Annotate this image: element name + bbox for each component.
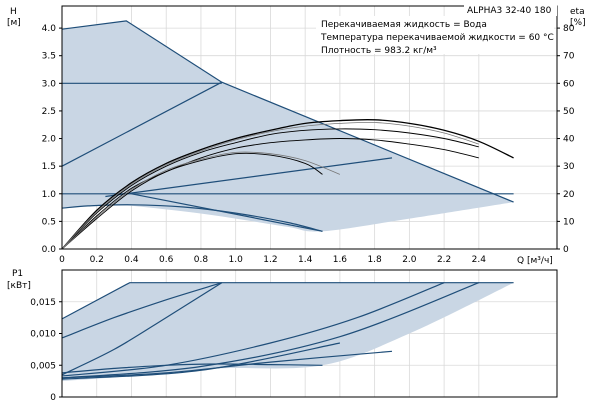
x-tick-label: 0.8 — [194, 255, 209, 265]
power-curve-3 — [61, 282, 445, 377]
upper-left-ticks: 0.0 0.5 1.0 1.5 2.0 2.5 3.0 3.5 4.0 — [42, 24, 62, 255]
left-tick-label: 2.5 — [42, 107, 56, 117]
left-tick-label: 3.5 — [42, 52, 56, 62]
head-curve-0 — [61, 20, 514, 203]
model-label: ALPHA3 32-40 180 — [467, 6, 552, 16]
power-axis-unit: [кВт] — [7, 281, 31, 291]
power-curve-6 — [61, 350, 393, 379]
upper-x-ticks: 0 0.2 0.4 0.6 0.8 1.0 1.2 1.4 1.6 1.8 2.0 2.2 2.4 — [59, 255, 486, 265]
x-tick-label: 0.4 — [124, 255, 139, 265]
efficiency-curve-11 — [61, 121, 479, 250]
x-tick-label: 1.6 — [333, 255, 348, 265]
x-tick-label: 2.4 — [472, 255, 487, 265]
right-tick-label: 30 — [563, 162, 575, 172]
power-axis-label: P1 — [12, 269, 23, 279]
head-curve-6 — [61, 204, 323, 232]
x-tick-label: 2.2 — [437, 255, 451, 265]
right-axis-unit: [%] — [570, 18, 586, 28]
head-curve-4 — [105, 157, 393, 198]
left-tick-label: 2.0 — [42, 135, 57, 145]
left-axis-unit: [м] — [7, 18, 21, 28]
right-axis-label: eta — [570, 7, 585, 17]
left-tick-label: 1.0 — [42, 190, 57, 200]
power-curve-0 — [61, 282, 514, 320]
left-axis-label: H — [10, 7, 17, 17]
x-axis-unit: [м³/ч] — [527, 256, 553, 266]
right-tick-label: 20 — [563, 190, 575, 200]
lower-series — [61, 282, 514, 380]
left-tick-label: 0.5 — [42, 217, 56, 227]
power-curve-7 — [61, 363, 323, 374]
efficiency-curve-7 — [61, 118, 514, 250]
power-curve-5 — [61, 342, 341, 380]
info-fluid: Перекачиваемая жидкость = Вода — [321, 20, 487, 30]
efficiency-curve-10 — [61, 152, 323, 250]
x-tick-label: 0.2 — [90, 255, 104, 265]
x-axis-label: Q — [517, 256, 524, 266]
efficiency-curve-8 — [61, 128, 479, 250]
x-tick-label: 1.4 — [298, 255, 313, 265]
left-tick-label: 3.0 — [42, 79, 57, 89]
upper-plot-frame — [61, 5, 558, 250]
power-tick-label: 0,015 — [30, 298, 56, 308]
x-tick-label: 1.0 — [229, 255, 244, 265]
right-tick-label: 10 — [563, 217, 575, 227]
right-tick-label: 60 — [563, 79, 575, 89]
right-tick-label: 40 — [563, 135, 575, 145]
right-tick-label: 80 — [563, 24, 575, 34]
head-curve-2 — [61, 81, 223, 167]
head-curve-5 — [131, 193, 323, 232]
lower-operating-region — [62, 282, 514, 382]
power-curve-2 — [61, 282, 223, 376]
upper-right-ticks: 0 10 20 30 40 50 60 70 80 — [557, 24, 575, 255]
x-tick-label: 0.6 — [159, 255, 174, 265]
model-label-box — [464, 3, 557, 16]
efficiency-curve-12 — [61, 151, 341, 250]
x-tick-label: 1.2 — [263, 255, 277, 265]
info-box — [316, 16, 554, 54]
head-efficiency-chart: 0.0 0.5 1.0 1.5 2.0 2.5 3.0 3.5 4.0 0 10 20 30 40 50 6… — [7, 3, 586, 266]
power-curve-4 — [61, 282, 480, 379]
power-chart: 0 0,005 0,010 0,015 P1 [кВт] — [7, 269, 558, 400]
power-tick-label: 0,010 — [30, 330, 56, 340]
info-temperature: Температура перекачиваемой жидкости = 60… — [320, 33, 554, 43]
left-tick-label: 0.0 — [42, 245, 57, 255]
lower-left-ticks: 0 0,005 0,010 0,015 — [30, 298, 62, 400]
efficiency-curve-9 — [61, 138, 479, 250]
left-tick-label: 4.0 — [42, 24, 57, 34]
right-tick-label: 70 — [563, 52, 575, 62]
x-tick-label: 1.8 — [367, 255, 382, 265]
power-tick-label: 0,005 — [30, 361, 56, 371]
left-tick-label: 1.5 — [42, 162, 56, 172]
power-tick-label: 0 — [50, 393, 56, 400]
upper-series — [61, 20, 514, 250]
x-tick-label: 0 — [59, 255, 65, 265]
power-curve-1 — [61, 282, 222, 339]
info-density: Плотность = 983.2 кг/м³ — [321, 46, 437, 56]
right-tick-label: 0 — [563, 245, 569, 255]
x-tick-label: 2.0 — [402, 255, 417, 265]
right-tick-label: 50 — [563, 107, 575, 117]
